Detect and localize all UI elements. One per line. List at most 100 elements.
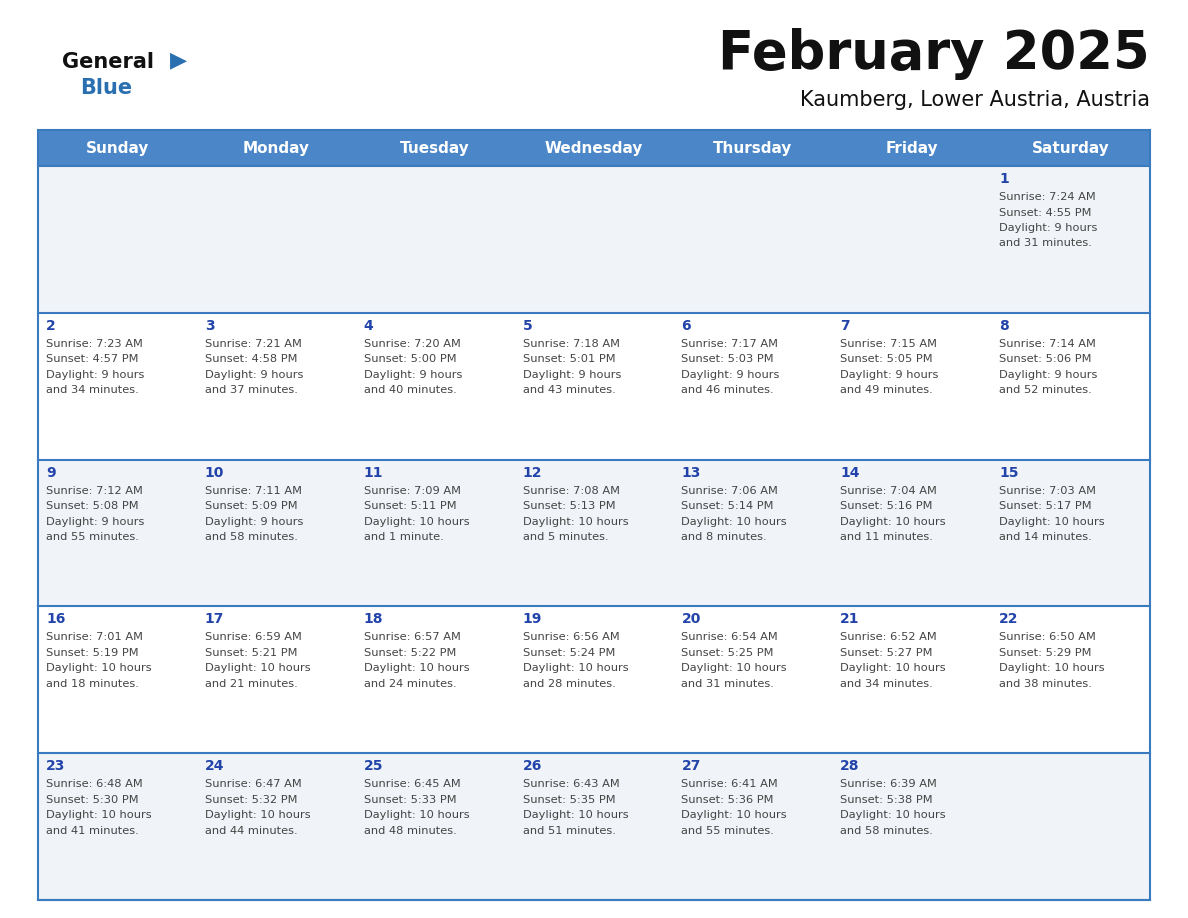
- Text: and 51 minutes.: and 51 minutes.: [523, 825, 615, 835]
- Text: Sunrise: 7:23 AM: Sunrise: 7:23 AM: [46, 339, 143, 349]
- Text: Sunrise: 7:06 AM: Sunrise: 7:06 AM: [682, 486, 778, 496]
- Text: Sunrise: 7:20 AM: Sunrise: 7:20 AM: [364, 339, 461, 349]
- Text: Sunset: 5:35 PM: Sunset: 5:35 PM: [523, 795, 615, 805]
- Text: 27: 27: [682, 759, 701, 773]
- Text: and 18 minutes.: and 18 minutes.: [46, 679, 139, 688]
- Text: Sunset: 5:27 PM: Sunset: 5:27 PM: [840, 648, 933, 658]
- Text: Sunrise: 6:39 AM: Sunrise: 6:39 AM: [840, 779, 937, 789]
- Text: and 31 minutes.: and 31 minutes.: [682, 679, 775, 688]
- Text: Sunset: 5:19 PM: Sunset: 5:19 PM: [46, 648, 139, 658]
- Text: Sunset: 4:55 PM: Sunset: 4:55 PM: [999, 207, 1092, 218]
- Text: Sunrise: 7:15 AM: Sunrise: 7:15 AM: [840, 339, 937, 349]
- Text: Sunrise: 6:50 AM: Sunrise: 6:50 AM: [999, 633, 1097, 643]
- Text: Sunset: 5:17 PM: Sunset: 5:17 PM: [999, 501, 1092, 511]
- Text: Sunrise: 6:54 AM: Sunrise: 6:54 AM: [682, 633, 778, 643]
- Text: and 28 minutes.: and 28 minutes.: [523, 679, 615, 688]
- Text: Daylight: 10 hours: Daylight: 10 hours: [682, 664, 788, 674]
- Bar: [38, 607, 1150, 753]
- Text: Sunrise: 7:01 AM: Sunrise: 7:01 AM: [46, 633, 143, 643]
- Text: Friday: Friday: [885, 140, 939, 155]
- Text: 19: 19: [523, 612, 542, 626]
- Text: Daylight: 9 hours: Daylight: 9 hours: [999, 370, 1098, 380]
- Text: 3: 3: [204, 319, 215, 333]
- Text: Sunrise: 7:03 AM: Sunrise: 7:03 AM: [999, 486, 1097, 496]
- Text: 8: 8: [999, 319, 1009, 333]
- Text: Kaumberg, Lower Austria, Austria: Kaumberg, Lower Austria, Austria: [800, 90, 1150, 110]
- Text: Sunset: 5:03 PM: Sunset: 5:03 PM: [682, 354, 775, 364]
- Text: Daylight: 10 hours: Daylight: 10 hours: [999, 664, 1105, 674]
- Text: Daylight: 10 hours: Daylight: 10 hours: [840, 664, 946, 674]
- Text: and 31 minutes.: and 31 minutes.: [999, 239, 1092, 249]
- Text: Sunrise: 6:47 AM: Sunrise: 6:47 AM: [204, 779, 302, 789]
- Bar: [38, 313, 1150, 460]
- Text: Daylight: 10 hours: Daylight: 10 hours: [46, 664, 152, 674]
- Text: and 40 minutes.: and 40 minutes.: [364, 386, 456, 396]
- Text: Sunrise: 7:12 AM: Sunrise: 7:12 AM: [46, 486, 143, 496]
- Text: 20: 20: [682, 612, 701, 626]
- Text: 5: 5: [523, 319, 532, 333]
- Text: Sunrise: 7:21 AM: Sunrise: 7:21 AM: [204, 339, 302, 349]
- Text: February 2025: February 2025: [719, 28, 1150, 80]
- Text: and 5 minutes.: and 5 minutes.: [523, 532, 608, 543]
- Text: Daylight: 10 hours: Daylight: 10 hours: [682, 517, 788, 527]
- Text: and 38 minutes.: and 38 minutes.: [999, 679, 1092, 688]
- Text: Sunrise: 6:48 AM: Sunrise: 6:48 AM: [46, 779, 143, 789]
- Text: Daylight: 9 hours: Daylight: 9 hours: [364, 370, 462, 380]
- Text: Sunrise: 7:04 AM: Sunrise: 7:04 AM: [840, 486, 937, 496]
- Text: 2: 2: [46, 319, 56, 333]
- Text: 24: 24: [204, 759, 225, 773]
- Text: Sunrise: 7:18 AM: Sunrise: 7:18 AM: [523, 339, 620, 349]
- Text: Sunday: Sunday: [86, 140, 150, 155]
- Text: Sunset: 5:22 PM: Sunset: 5:22 PM: [364, 648, 456, 658]
- Text: Daylight: 9 hours: Daylight: 9 hours: [840, 370, 939, 380]
- Bar: [38, 460, 1150, 607]
- Text: and 58 minutes.: and 58 minutes.: [840, 825, 933, 835]
- Text: 18: 18: [364, 612, 384, 626]
- Text: Daylight: 10 hours: Daylight: 10 hours: [523, 517, 628, 527]
- Text: and 34 minutes.: and 34 minutes.: [840, 679, 933, 688]
- Text: Sunset: 5:30 PM: Sunset: 5:30 PM: [46, 795, 139, 805]
- Text: Sunrise: 7:24 AM: Sunrise: 7:24 AM: [999, 192, 1095, 202]
- Text: and 44 minutes.: and 44 minutes.: [204, 825, 297, 835]
- Text: Daylight: 10 hours: Daylight: 10 hours: [46, 811, 152, 820]
- Text: Daylight: 9 hours: Daylight: 9 hours: [46, 517, 145, 527]
- Text: Sunset: 5:06 PM: Sunset: 5:06 PM: [999, 354, 1092, 364]
- Text: 9: 9: [46, 465, 56, 479]
- Text: Sunset: 4:58 PM: Sunset: 4:58 PM: [204, 354, 297, 364]
- Text: 28: 28: [840, 759, 860, 773]
- Text: Daylight: 10 hours: Daylight: 10 hours: [364, 517, 469, 527]
- Bar: [38, 130, 1150, 166]
- Text: Tuesday: Tuesday: [400, 140, 470, 155]
- Bar: [38, 130, 1150, 900]
- Text: and 48 minutes.: and 48 minutes.: [364, 825, 456, 835]
- Text: 21: 21: [840, 612, 860, 626]
- Text: Monday: Monday: [242, 140, 310, 155]
- Text: Sunrise: 6:57 AM: Sunrise: 6:57 AM: [364, 633, 461, 643]
- Text: Sunset: 5:09 PM: Sunset: 5:09 PM: [204, 501, 297, 511]
- Text: Sunrise: 6:45 AM: Sunrise: 6:45 AM: [364, 779, 461, 789]
- Text: 1: 1: [999, 172, 1009, 186]
- Text: Daylight: 10 hours: Daylight: 10 hours: [364, 811, 469, 820]
- Text: 4: 4: [364, 319, 373, 333]
- Text: 10: 10: [204, 465, 225, 479]
- Text: Saturday: Saturday: [1031, 140, 1110, 155]
- Text: Sunrise: 6:56 AM: Sunrise: 6:56 AM: [523, 633, 619, 643]
- Text: Sunrise: 7:17 AM: Sunrise: 7:17 AM: [682, 339, 778, 349]
- Text: Daylight: 10 hours: Daylight: 10 hours: [204, 811, 310, 820]
- Text: and 8 minutes.: and 8 minutes.: [682, 532, 767, 543]
- Text: and 49 minutes.: and 49 minutes.: [840, 386, 933, 396]
- Text: Sunrise: 7:14 AM: Sunrise: 7:14 AM: [999, 339, 1097, 349]
- Text: Sunset: 5:14 PM: Sunset: 5:14 PM: [682, 501, 773, 511]
- Text: and 55 minutes.: and 55 minutes.: [46, 532, 139, 543]
- Text: 26: 26: [523, 759, 542, 773]
- Text: Blue: Blue: [80, 78, 132, 98]
- Text: Daylight: 10 hours: Daylight: 10 hours: [523, 811, 628, 820]
- Text: and 46 minutes.: and 46 minutes.: [682, 386, 775, 396]
- Text: Sunrise: 6:41 AM: Sunrise: 6:41 AM: [682, 779, 778, 789]
- Text: 17: 17: [204, 612, 225, 626]
- Text: Daylight: 10 hours: Daylight: 10 hours: [999, 517, 1105, 527]
- Text: Sunset: 5:32 PM: Sunset: 5:32 PM: [204, 795, 297, 805]
- Text: Thursday: Thursday: [713, 140, 792, 155]
- Text: Daylight: 9 hours: Daylight: 9 hours: [682, 370, 779, 380]
- Text: General: General: [62, 52, 154, 72]
